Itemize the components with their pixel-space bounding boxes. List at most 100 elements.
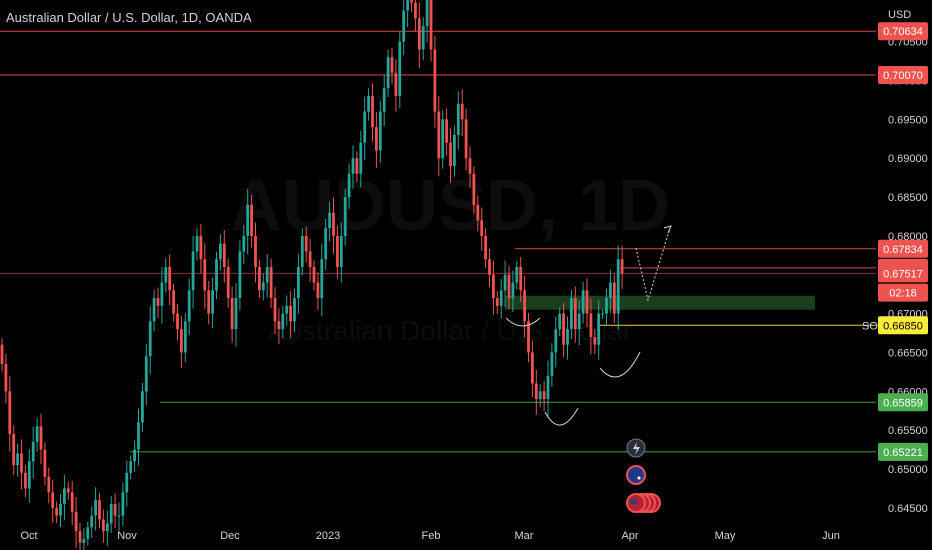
candle-body [273,298,277,322]
candle-body [480,220,484,236]
candle [406,0,409,28]
candle [507,265,511,309]
demand-zone [505,295,815,310]
candle [324,218,328,270]
candle-body [534,383,538,400]
candle [468,146,472,188]
lightning-event-icon [626,438,646,458]
price-tag-label: 0.65859 [883,397,923,409]
price-tag-label: 0.66850 [883,320,923,332]
candle [573,286,577,343]
price-tag [878,442,928,461]
candle [144,344,148,406]
candle-body [27,461,31,489]
candle [230,286,234,343]
candle [562,302,565,358]
australia-flag-icon [626,465,646,485]
candle [187,278,191,335]
candle-body [304,235,308,252]
candle [24,465,27,498]
candle [31,427,35,479]
price-tag [878,283,928,302]
candle-body [456,103,460,135]
candle [164,258,168,293]
candle-body [371,96,374,128]
candle [63,474,66,520]
candle [515,260,519,290]
candle-body [382,88,386,112]
candle-body [285,305,289,314]
time-axis[interactable]: Oct Nov Dec 2023 Feb Mar Apr May Jun [20,530,839,542]
candle-body [589,313,593,337]
event-markers[interactable] [626,438,661,513]
candle-body [495,298,499,306]
candle [16,443,19,477]
candle [203,243,207,309]
candle [332,197,335,254]
candle-body [137,422,140,450]
candle-body [449,142,452,166]
candle-body [113,503,117,516]
us-flag-stack-icon [626,493,661,513]
candle-body [195,235,199,252]
candle-body [328,212,331,229]
candle [285,295,289,326]
candle [191,235,195,309]
price-tag-label: 0.65221 [883,447,923,459]
candle [293,288,296,333]
candle [297,253,300,314]
time-tick-label: Nov [117,530,137,542]
candle [343,188,347,246]
candle [12,425,16,475]
candle [378,100,382,163]
candle [289,291,292,339]
candle [402,0,406,56]
candle-body [300,235,304,267]
candle [347,163,351,209]
candle [117,502,121,531]
candle [328,201,331,242]
symbol-title: Australian Dollar / U.S. Dollar, 1D, OAN… [6,10,252,25]
candle-body [414,2,417,19]
candle [355,151,359,182]
candle [612,274,616,324]
candle [269,258,273,308]
candle-body [246,204,250,236]
head-curve [544,407,579,426]
candle-body [367,96,370,112]
candle [499,279,503,319]
candle-body [339,235,343,267]
candle [456,91,460,150]
candle [39,413,43,465]
candle [137,408,140,466]
candle-body [82,538,86,543]
candle-body [616,259,620,314]
candle [472,166,476,214]
candle-body [417,18,421,50]
candle-body [507,274,511,299]
candle-body [566,329,569,345]
time-tick-label: 2023 [316,530,340,542]
candle [141,383,144,433]
price-tag-label: 0.67517 [883,268,923,280]
candle-body [343,197,347,236]
candle [308,238,312,282]
price-tag-label: 0.70070 [883,70,923,82]
candle-body [4,364,8,392]
candle [375,111,378,169]
candle-body [503,274,507,291]
candle-body [269,266,273,299]
candle-body [312,266,316,283]
left-shoulder-curve [505,317,541,327]
candle [460,89,464,137]
candle-body [47,476,51,493]
candle [300,228,304,276]
us-flag-canton [630,499,637,504]
candle-body [453,134,456,166]
entry-line-label: SO [862,320,878,332]
candle-body [238,251,242,299]
candle-body [164,266,168,283]
candle [581,281,585,324]
candle-body [460,103,464,120]
